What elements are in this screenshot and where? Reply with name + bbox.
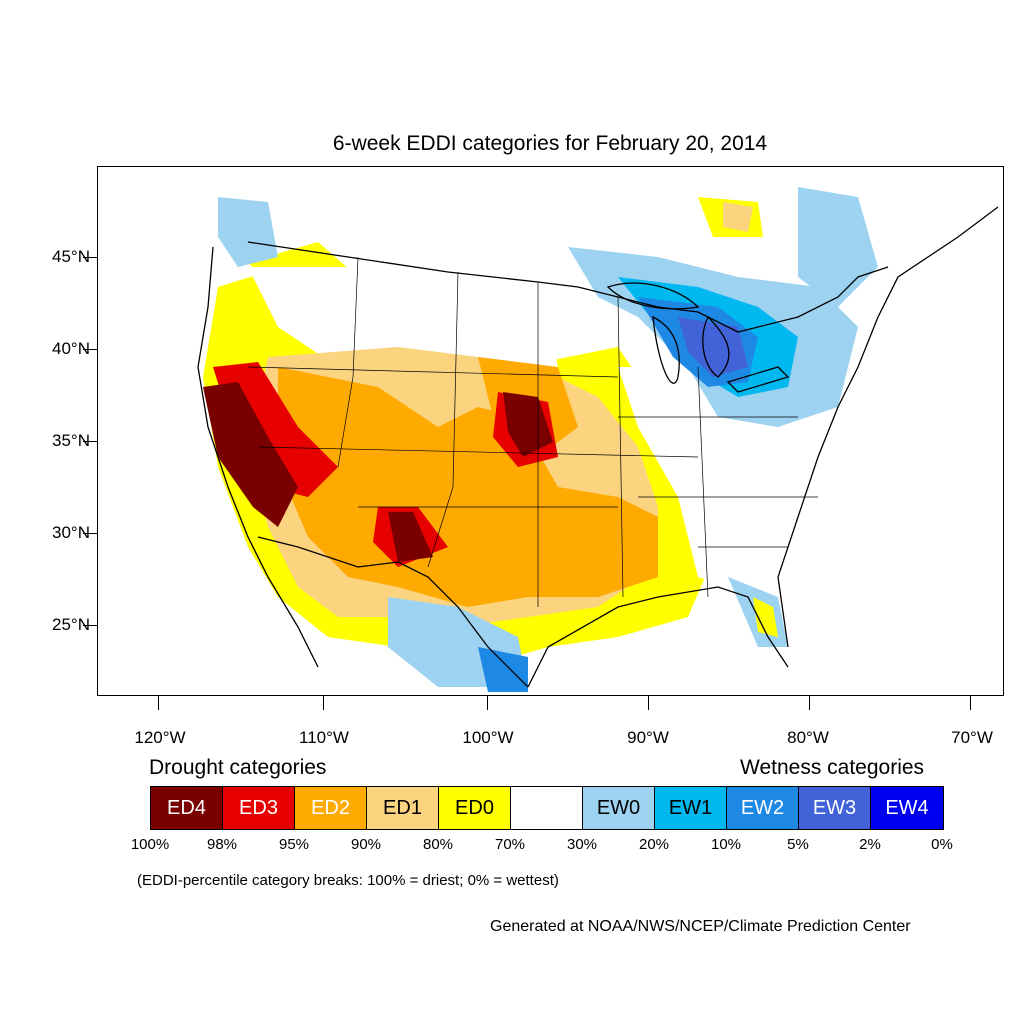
lake-michigan xyxy=(652,315,680,384)
percentile-label: 98% xyxy=(206,836,238,853)
ed4-region xyxy=(203,382,298,527)
percentile-label: 20% xyxy=(638,836,670,853)
percentile-label: 80% xyxy=(422,836,454,853)
lon-label-70: 70°W xyxy=(951,728,993,747)
wetness-heading: Wetness categories xyxy=(740,756,925,779)
normal-region-east xyxy=(618,367,858,597)
lat-tick xyxy=(83,257,97,258)
lat-tick xyxy=(83,625,97,626)
ed4-region-southwest xyxy=(388,512,433,562)
percentile-label: 10% xyxy=(710,836,742,853)
gulf-coast xyxy=(527,586,789,688)
ed0-region-florida xyxy=(753,597,778,637)
lon-tick xyxy=(158,696,159,710)
percentile-label: 70% xyxy=(494,836,526,853)
legend-swatch-ew2: EW2 xyxy=(727,787,799,829)
ew0-region-northwest xyxy=(218,197,278,267)
percentile-label: 90% xyxy=(350,836,382,853)
legend-swatch-ed0: ED0 xyxy=(439,787,511,829)
lat-tick xyxy=(83,349,97,350)
percentile-label: 95% xyxy=(278,836,310,853)
legend-label: EW4 xyxy=(885,796,929,819)
lon-label-80: 80°W xyxy=(787,728,829,747)
canada-border xyxy=(247,241,889,333)
legend-label: ED1 xyxy=(383,796,422,819)
ew3-region-great-lakes xyxy=(678,317,748,377)
mexico-border xyxy=(257,536,529,688)
drought-heading: Drought categories xyxy=(149,756,327,779)
legend-swatch-ew0: EW0 xyxy=(583,787,655,829)
percentile-label: 2% xyxy=(859,836,881,853)
ed2-region xyxy=(278,367,658,607)
legend-swatch-ew4: EW4 xyxy=(871,787,943,829)
lon-tick xyxy=(970,696,971,710)
map-title: 6-week EDDI categories for February 20, … xyxy=(332,132,768,155)
legend-swatch-ed1: ED1 xyxy=(367,787,439,829)
lon-tick xyxy=(648,696,649,710)
lat-label-35: 35°N xyxy=(52,431,90,450)
lon-label-120: 120°W xyxy=(134,728,186,747)
percentile-label: 100% xyxy=(130,836,170,853)
lon-label-90: 90°W xyxy=(627,728,669,747)
legend-bar: ED4 ED3 ED2 ED1 ED0 EW0 EW1 EW2 EW3 EW4 xyxy=(150,786,944,830)
legend-swatch-normal xyxy=(511,787,583,829)
state-borders xyxy=(247,256,818,607)
legend-label: ED0 xyxy=(455,796,494,819)
lon-label-110: 110°W xyxy=(299,728,349,747)
credit-line: Generated at NOAA/NWS/NCEP/Climate Predi… xyxy=(490,918,911,935)
ew2-region-south-texas xyxy=(478,647,528,692)
percentile-label: 0% xyxy=(931,836,953,853)
category-breaks-note: (EDDI-percentile category breaks: 100% =… xyxy=(137,872,559,889)
legend-label: EW0 xyxy=(596,796,641,819)
eddi-map xyxy=(197,187,999,692)
lon-tick xyxy=(487,696,488,710)
lat-tick xyxy=(83,441,97,442)
legend-label: ED3 xyxy=(239,796,278,819)
ed4-region-plains xyxy=(503,392,553,457)
category-patches xyxy=(203,187,878,692)
lake-erie xyxy=(726,366,790,393)
lake-huron xyxy=(702,315,730,378)
lat-label-30: 30°N xyxy=(52,523,90,542)
percentile-label: 5% xyxy=(787,836,809,853)
lat-tick xyxy=(83,533,97,534)
legend-swatch-ed3: ED3 xyxy=(223,787,295,829)
west-coast xyxy=(197,246,319,668)
legend-label: ED4 xyxy=(167,796,206,819)
ed1-region-ontario xyxy=(723,202,753,232)
legend-swatch-ed4: ED4 xyxy=(151,787,223,829)
lon-tick xyxy=(809,696,810,710)
legend-swatch-ew3: EW3 xyxy=(799,787,871,829)
legend-swatch-ed2: ED2 xyxy=(295,787,367,829)
legend-label: EW1 xyxy=(668,796,713,819)
lon-label-100: 100°W xyxy=(462,728,514,747)
legend-label: EW3 xyxy=(812,796,857,819)
lon-tick xyxy=(323,696,324,710)
legend-label: ED2 xyxy=(311,796,350,819)
legend-label: EW2 xyxy=(740,796,785,819)
lat-label-25: 25°N xyxy=(52,615,90,634)
lat-label-40: 40°N xyxy=(52,339,90,358)
percentile-label: 30% xyxy=(566,836,598,853)
map-panel xyxy=(97,166,1004,696)
lake-superior xyxy=(606,282,700,310)
lat-label-45: 45°N xyxy=(52,247,90,266)
legend-swatch-ew1: EW1 xyxy=(655,787,727,829)
